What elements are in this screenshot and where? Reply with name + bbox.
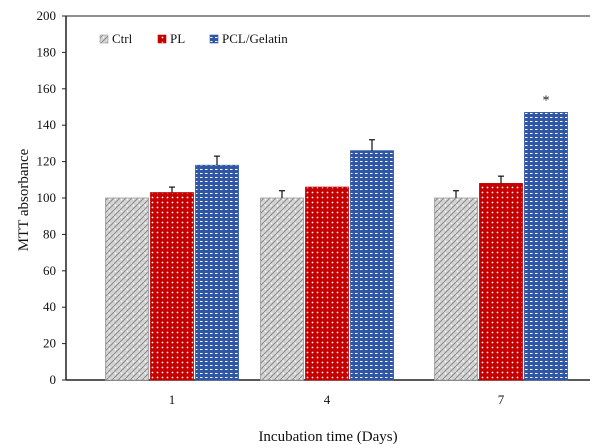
y-tick-label: 160 — [37, 81, 57, 96]
bar-pcl-gelatin-day-4 — [350, 150, 394, 381]
y-tick-label: 140 — [37, 117, 57, 132]
y-axis-label: MTT absorbance — [16, 148, 32, 251]
bar-pl-day-4 — [305, 186, 349, 381]
y-tick-label: 40 — [43, 299, 56, 314]
x-axis-ticks: 1 4 7 — [169, 392, 505, 407]
y-tick-label: 180 — [37, 44, 57, 59]
y-axis-ticks: 0 20 40 60 80 100 120 140 160 180 200 — [37, 8, 66, 387]
x-tick-label: 4 — [324, 392, 331, 407]
y-tick-label: 100 — [37, 190, 57, 205]
bars-group — [105, 112, 568, 381]
legend-swatch — [209, 34, 219, 44]
x-tick-label: 7 — [498, 392, 505, 407]
x-tick-label: 1 — [169, 392, 176, 407]
x-axis-label: Incubation time (Days) — [258, 429, 397, 445]
y-tick-label: 80 — [43, 226, 56, 241]
y-tick-label: 200 — [37, 8, 57, 23]
y-tick-label: 120 — [37, 154, 57, 169]
bar-pl-day-1 — [150, 192, 194, 381]
bar-pcl-gelatin-day-7 — [524, 112, 568, 381]
bar-ctrl-day-7 — [434, 197, 478, 381]
bar-pcl-gelatin-day-1 — [195, 164, 239, 381]
y-tick-label: 0 — [50, 372, 57, 387]
significance-marker: * — [543, 93, 550, 108]
error-bars-group — [169, 139, 504, 198]
legend: Ctrl PL PCL/Gelatin — [99, 31, 288, 46]
bar-ctrl-day-4 — [260, 197, 304, 381]
legend-label: PL — [170, 31, 185, 46]
y-tick-label: 60 — [43, 263, 56, 278]
legend-label: Ctrl — [112, 31, 133, 46]
bar-pl-day-7 — [479, 183, 523, 381]
legend-swatch — [99, 34, 109, 44]
y-tick-label: 20 — [43, 336, 56, 351]
annotations: * — [543, 93, 550, 108]
legend-label: PCL/Gelatin — [222, 31, 288, 46]
legend-swatch — [157, 34, 167, 44]
bar-ctrl-day-1 — [105, 197, 149, 381]
